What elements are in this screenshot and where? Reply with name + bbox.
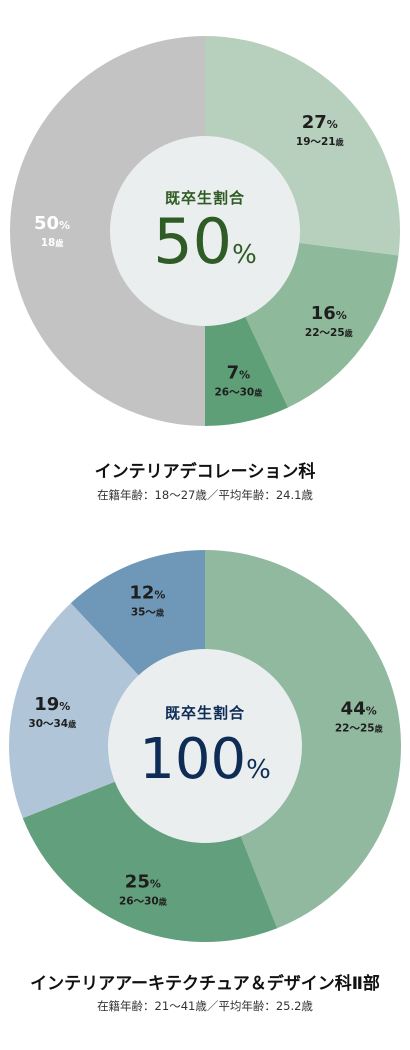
slice-percent-unit: % xyxy=(154,588,165,601)
donut-hole xyxy=(108,649,302,843)
slice-percent-label: 44% xyxy=(341,699,377,720)
slice-percent-unit: % xyxy=(327,118,338,131)
slice-percent-unit: % xyxy=(366,705,377,718)
slice-age-label: 26〜30歳 xyxy=(215,386,263,398)
slice-age-value: 30〜34 xyxy=(28,718,68,730)
slice-age-value: 26〜30 xyxy=(215,386,255,398)
slice-percent-value: 7 xyxy=(227,362,240,383)
slice-percent-label: 16% xyxy=(311,303,347,324)
slice-age-label: 19〜21歳 xyxy=(296,136,344,148)
chart-subtitle: 在籍年齢：21〜41歳／平均年齢：25.2歳 xyxy=(97,999,313,1013)
slice-age-label: 18歳 xyxy=(41,237,64,249)
slice-percent-label: 25% xyxy=(125,872,161,893)
slice-percent-value: 19 xyxy=(34,694,59,715)
slice-age-unit: 歳 xyxy=(159,897,167,907)
slice-age-value: 18 xyxy=(41,237,56,249)
chart-subtitle: 在籍年齢：18〜27歳／平均年齢：24.1歳 xyxy=(97,488,313,502)
slice-percent-label: 7% xyxy=(227,362,251,383)
center-label: 既卒生割合 xyxy=(165,189,245,207)
center-label: 既卒生割合 xyxy=(165,704,245,722)
slice-percent-label: 19% xyxy=(34,694,70,715)
slice-age-unit: 歳 xyxy=(55,238,63,248)
center-value: 100% xyxy=(139,727,271,792)
slice-50 xyxy=(10,36,205,426)
center-value: 50% xyxy=(153,205,257,278)
slice-percent-label: 27% xyxy=(302,112,338,133)
slice-age-value: 22〜25 xyxy=(305,327,345,339)
slice-percent-value: 44 xyxy=(341,699,366,720)
center-value-unit: % xyxy=(232,240,257,270)
chart-title: インテリアアーキテクチュア＆デザイン科Ⅱ部 xyxy=(30,974,380,994)
slice-percent-value: 27 xyxy=(302,112,327,133)
slice-percent-unit: % xyxy=(150,878,161,891)
slice-percent-label: 50% xyxy=(34,213,70,234)
slice-age-unit: 歳 xyxy=(68,719,76,729)
slice-age-value: 19〜21 xyxy=(296,136,336,148)
donut-chart-2: 44%22〜25歳25%26〜30歳19%30〜34歳12%35〜歳既卒生割合1… xyxy=(8,550,402,943)
slice-age-value: 22〜25 xyxy=(335,723,375,735)
slice-percent-value: 16 xyxy=(311,303,336,324)
slice-age-unit: 歳 xyxy=(254,387,262,397)
center-value-number: 50 xyxy=(153,205,232,278)
slice-age-value: 26〜30 xyxy=(119,896,159,908)
slice-age-unit: 歳 xyxy=(345,328,353,338)
slice-age-unit: 歳 xyxy=(375,724,383,734)
slice-age-value: 35〜 xyxy=(131,606,157,618)
slice-percent-unit: % xyxy=(336,309,347,322)
slice-age-unit: 歳 xyxy=(336,137,344,147)
center-value-unit: % xyxy=(246,755,271,785)
center-value-number: 100 xyxy=(139,727,246,792)
slice-age-label: 35〜歳 xyxy=(131,606,164,618)
slice-percent-unit: % xyxy=(59,700,70,713)
chart-interior-decoration: 27% 19〜21歳 16% 22〜25歳 7% 26〜30歳 50% 18歳 既卒生割合 50%… xyxy=(0,0,410,520)
slice-percent-label: 12% xyxy=(129,582,165,603)
slice-age-label: 26〜30歳 xyxy=(119,896,167,908)
slice-percent-value: 12 xyxy=(129,582,154,603)
donut-hole xyxy=(110,136,300,326)
slice-44 xyxy=(205,550,402,929)
slice-percent-value: 50 xyxy=(34,213,59,234)
slice-percent-unit: % xyxy=(59,219,70,232)
slice-age-label: 30〜34歳 xyxy=(28,718,76,730)
slice-age-label: 22〜25歳 xyxy=(335,723,383,735)
slice-percent-unit: % xyxy=(239,368,250,381)
chart-title: インテリアデコレーション科 xyxy=(94,462,316,482)
slice-percent-value: 25 xyxy=(125,872,150,893)
slice-age-unit: 歳 xyxy=(156,607,164,617)
chart-interior-architecture: 44% 22〜25歳 25% 26〜30歳 19% 30〜34歳 12% 35〜歳 既卒生割合 1… xyxy=(0,520,410,1050)
slice-age-label: 22〜25歳 xyxy=(305,327,353,339)
